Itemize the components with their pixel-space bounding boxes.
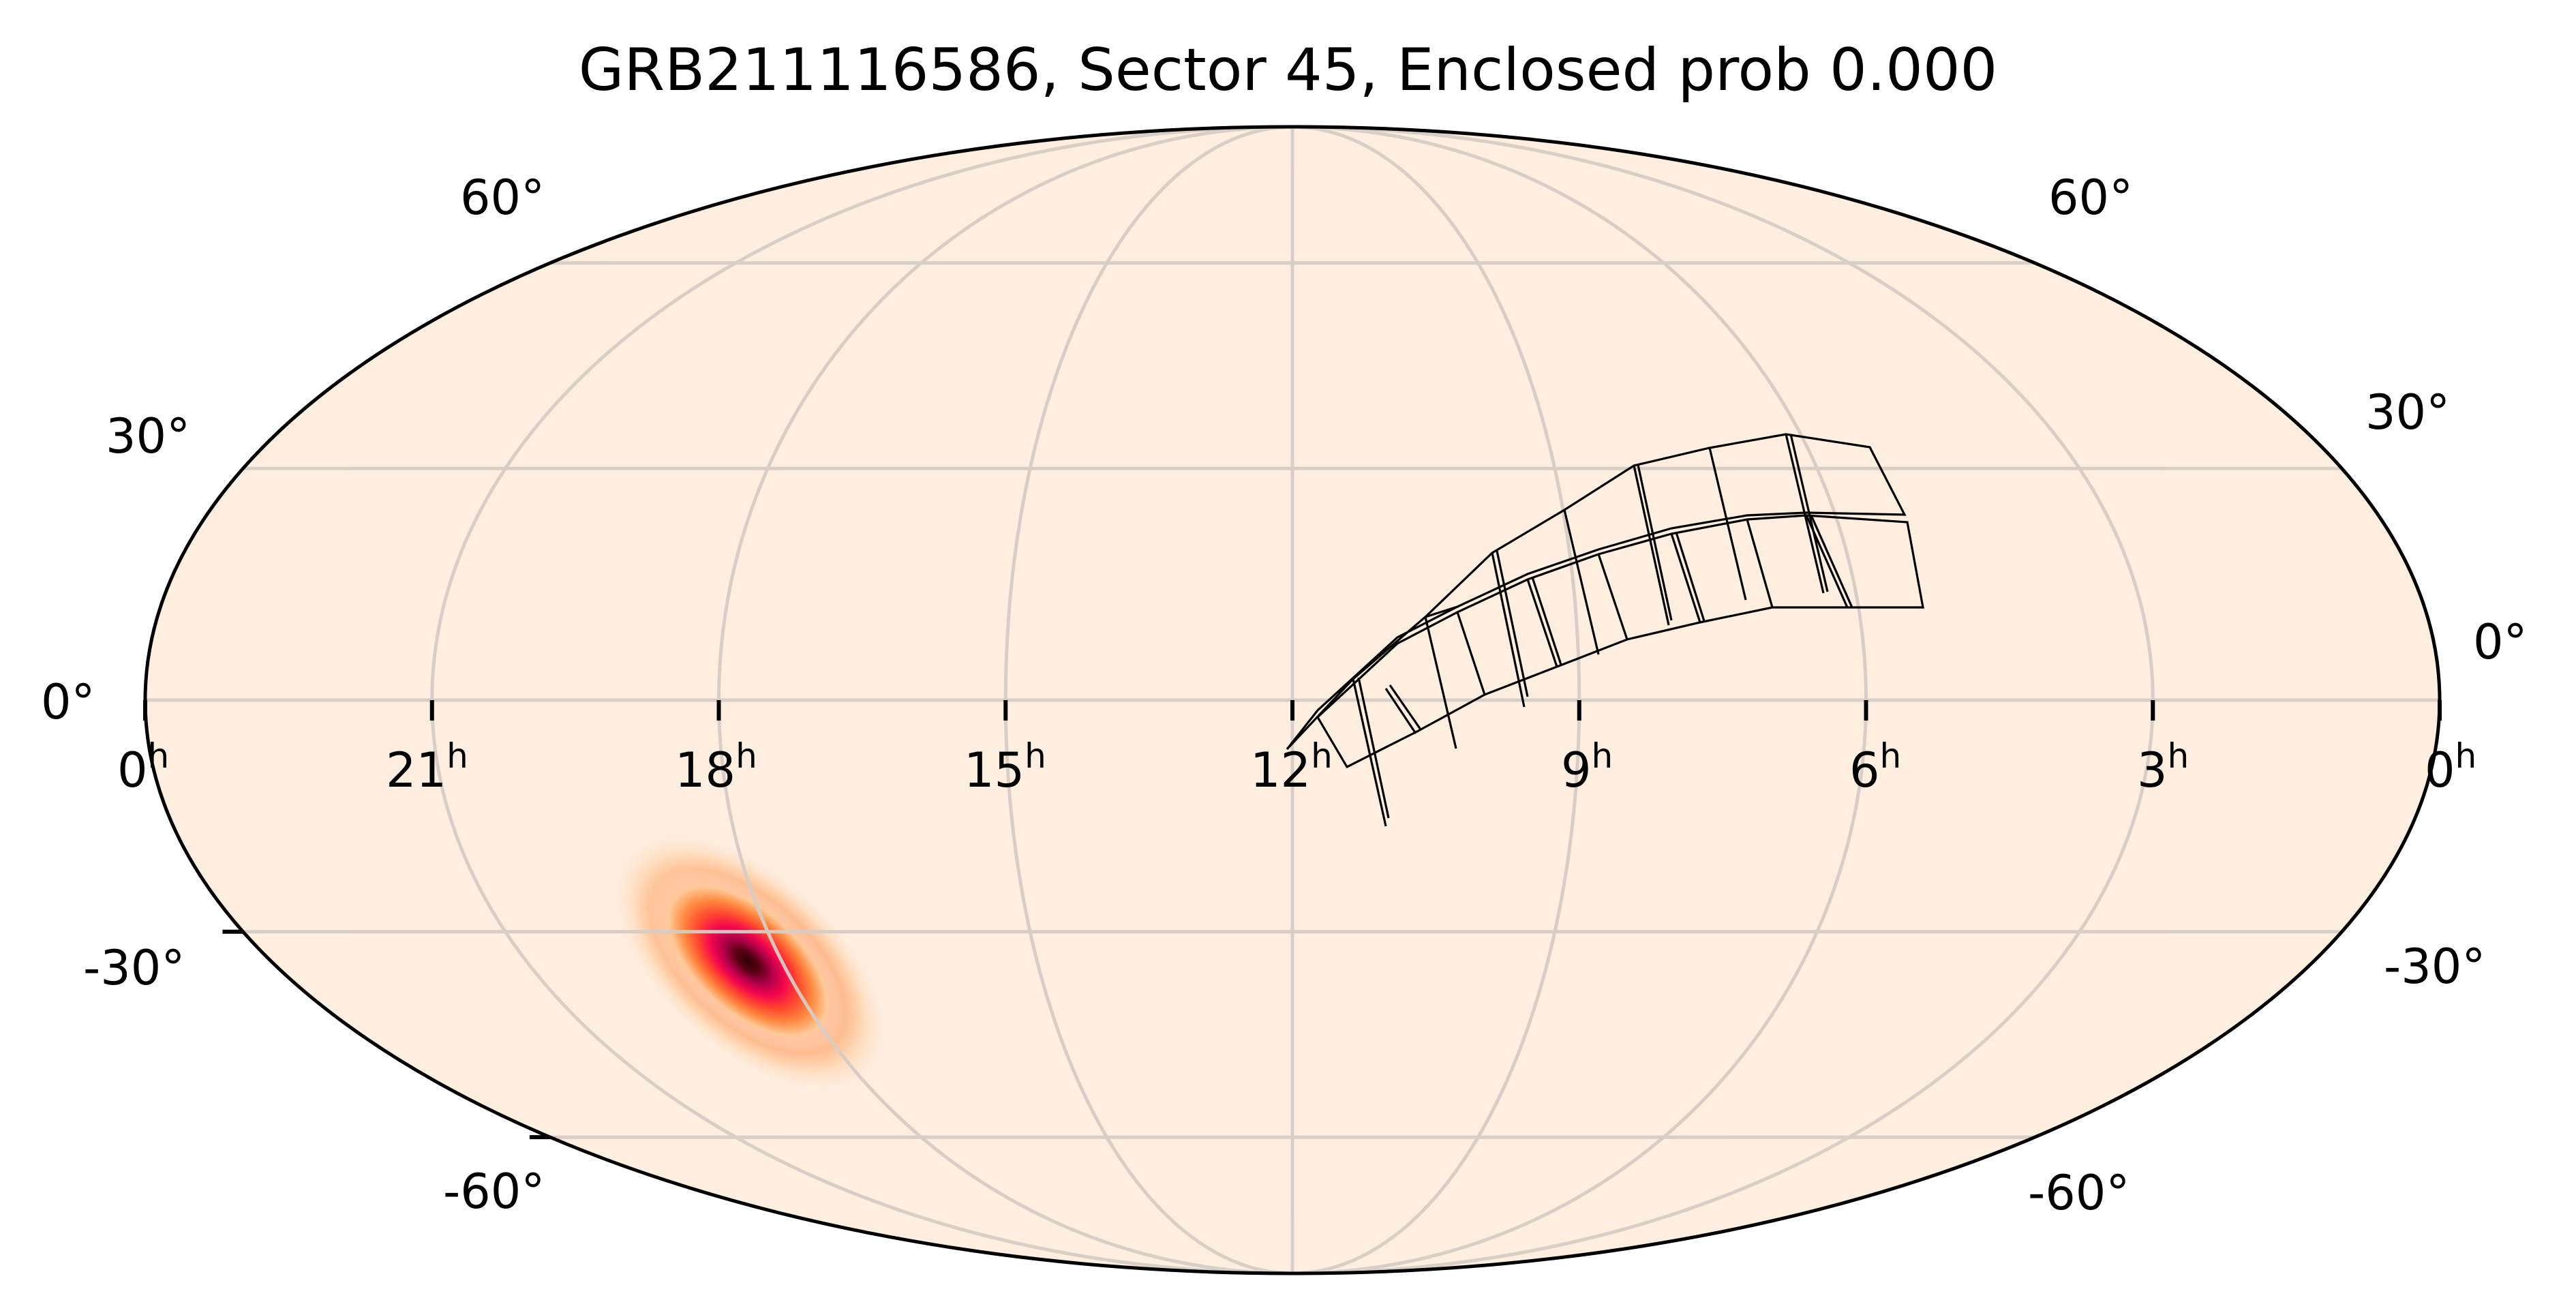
ra-label-0h-right: 0h <box>2425 736 2477 798</box>
dec-label-right-minus30: -30° <box>2384 939 2486 995</box>
dec-label-right-minus60: -60° <box>2028 1165 2130 1221</box>
ra-label-3h: 3h <box>2137 736 2189 798</box>
ra-label-9h: 9h <box>1561 736 1613 798</box>
tess-sector-footprint <box>1286 433 1924 827</box>
ra-label-15h: 15h <box>964 736 1046 798</box>
chart-title: GRB211116586, Sector 45, Enclosed prob 0… <box>578 36 1998 104</box>
dec-label-left-minus30: -30° <box>83 940 185 996</box>
dec-label-left-0: 0° <box>41 674 95 730</box>
ra-label-6h: 6h <box>1849 736 1902 798</box>
dec-label-right-60: 60° <box>2048 170 2134 226</box>
ra-label-0h-left: 0h <box>117 736 170 798</box>
dec-label-right-0: 0° <box>2473 614 2528 670</box>
ra-label-12h: 12h <box>1250 736 1333 798</box>
axis-ticks <box>143 700 2442 1140</box>
dec-label-left-minus60: -60° <box>443 1164 545 1220</box>
dec-label-left-30: 30° <box>106 408 191 464</box>
ra-label-21h: 21h <box>386 736 468 798</box>
ra-label-18h: 18h <box>675 736 757 798</box>
dec-label-left-60: 60° <box>460 170 545 226</box>
grb-localization-blob <box>609 829 891 1096</box>
dec-label-right-30: 30° <box>2365 384 2451 440</box>
